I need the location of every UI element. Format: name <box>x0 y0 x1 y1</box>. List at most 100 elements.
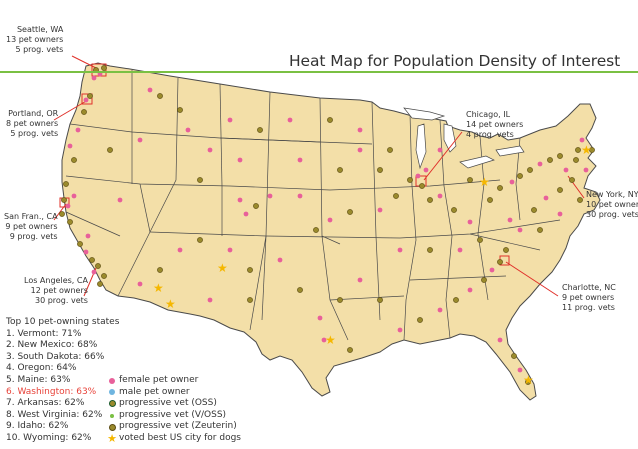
vet-marker <box>451 207 457 213</box>
vet-marker <box>387 147 393 153</box>
vet-marker <box>497 259 503 265</box>
pet-owner-marker <box>537 161 543 167</box>
callout-seattle-vets: 5 prog. vets <box>15 45 64 54</box>
callout-losangeles-owners: 12 pet owners <box>30 286 88 295</box>
vet-marker <box>481 277 487 283</box>
callout-sanfran-city: San Fran., CA <box>4 212 58 221</box>
pet-owner-marker <box>321 337 327 343</box>
top10-item: 2. New Mexico: 68% <box>6 340 98 351</box>
vet-marker <box>81 109 87 115</box>
vet-marker <box>347 347 353 353</box>
pet-owner-marker <box>83 97 89 103</box>
vet-marker <box>89 257 95 263</box>
vet-marker <box>575 147 581 153</box>
great-lakes <box>403 107 525 170</box>
callout-newyork: New York, NY 10 pet owners 30 prog. vets <box>586 190 638 220</box>
vet-marker <box>107 147 113 153</box>
pet-owner-marker <box>467 287 473 293</box>
vet-marker <box>197 237 203 243</box>
pet-owner-marker <box>207 297 213 303</box>
pet-owner-marker <box>357 147 363 153</box>
vet-marker <box>61 197 67 203</box>
vet-marker <box>95 263 101 269</box>
callout-seattle: Seattle, WA 13 pet owners 5 prog. vets <box>6 25 63 55</box>
pet-owner-marker <box>415 173 421 179</box>
pet-owner-marker <box>185 127 191 133</box>
pet-owner-marker <box>297 157 303 163</box>
vet-marker <box>527 167 533 173</box>
pet-owner-marker <box>177 247 183 253</box>
legend-label: female pet owner <box>119 375 199 385</box>
star-icon: ★ <box>165 297 176 311</box>
vet-marker <box>247 267 253 273</box>
vet-marker <box>347 209 353 215</box>
vet-marker <box>71 157 77 163</box>
markers: ★★★★★★★ <box>59 65 595 387</box>
star-icon: ★ <box>325 333 336 347</box>
pet-owner-marker <box>517 367 523 373</box>
pet-owner-marker <box>327 217 333 223</box>
pet-owner-marker <box>423 167 429 173</box>
vet-marker <box>313 227 319 233</box>
pet-owner-marker <box>267 193 273 199</box>
callout-seattle-owners: 13 pet owners <box>6 35 64 44</box>
vet-marker <box>101 65 107 71</box>
pet-owner-marker <box>91 75 97 81</box>
vet-marker <box>547 157 553 163</box>
pet-owner-marker <box>117 197 123 203</box>
pet-owner-marker <box>137 281 143 287</box>
callout-newyork-city: New York, NY <box>586 190 638 199</box>
callout-chicago-owners: 14 pet owners <box>466 120 524 129</box>
star-icon: ★ <box>479 175 490 189</box>
dark-ring-icon <box>107 399 117 409</box>
vet-marker <box>253 203 259 209</box>
pet-owner-marker <box>207 147 213 153</box>
callout-sanfran: San Fran., CA 9 pet owners 9 prog. vets <box>4 212 58 242</box>
star-icon: ★ <box>581 143 592 157</box>
vet-marker <box>197 177 203 183</box>
vet-marker <box>377 167 383 173</box>
vet-marker <box>247 297 253 303</box>
pet-owner-marker <box>67 143 73 149</box>
pet-owner-marker <box>437 193 443 199</box>
legend-label: progressive vet (V/OSS) <box>119 409 227 420</box>
pet-owner-marker <box>287 117 293 123</box>
olive-dot-icon <box>107 422 117 432</box>
green-rule <box>0 71 638 73</box>
vet-marker <box>497 185 503 191</box>
vet-marker <box>393 193 399 199</box>
top10-item: 10. Wyoming: 62% <box>6 432 92 443</box>
pink-dot-icon <box>107 376 117 386</box>
callout-portland-owners: 8 pet owners <box>6 119 59 128</box>
vet-marker <box>327 117 333 123</box>
pet-owner-marker <box>377 207 383 213</box>
callout-portland: Portland, OR 8 pet owners 5 prog. vets <box>6 109 58 139</box>
vet-marker <box>511 353 517 359</box>
pet-owner-marker <box>237 197 243 203</box>
top10-item: 8. West Virginia: 62% <box>6 409 103 420</box>
pet-owner-marker <box>397 327 403 333</box>
pet-owner-marker <box>83 249 89 255</box>
callout-charlotte-vets: 11 prog. vets <box>562 303 615 312</box>
callout-losangeles-vets: 30 prog. vets <box>34 296 88 305</box>
pet-owner-marker <box>579 137 585 143</box>
vet-marker <box>97 281 103 287</box>
vet-marker <box>157 93 163 99</box>
pet-owner-marker <box>489 267 495 273</box>
legend-label: voted best US city for dogs <box>119 432 241 443</box>
vet-marker <box>427 197 433 203</box>
vet-marker <box>177 107 183 113</box>
pet-owner-marker <box>357 127 363 133</box>
pet-owner-marker <box>583 167 589 173</box>
vet-marker <box>537 227 543 233</box>
pet-owner-marker <box>357 277 363 283</box>
vet-marker <box>87 93 93 99</box>
green-dot-icon <box>107 411 117 421</box>
us-land <box>61 62 601 401</box>
pet-owner-marker <box>85 233 91 239</box>
vet-marker <box>377 297 383 303</box>
star-icon: ★ <box>107 431 117 445</box>
top10-item: 5. Maine: 63% <box>6 374 71 385</box>
vet-marker <box>59 211 65 217</box>
